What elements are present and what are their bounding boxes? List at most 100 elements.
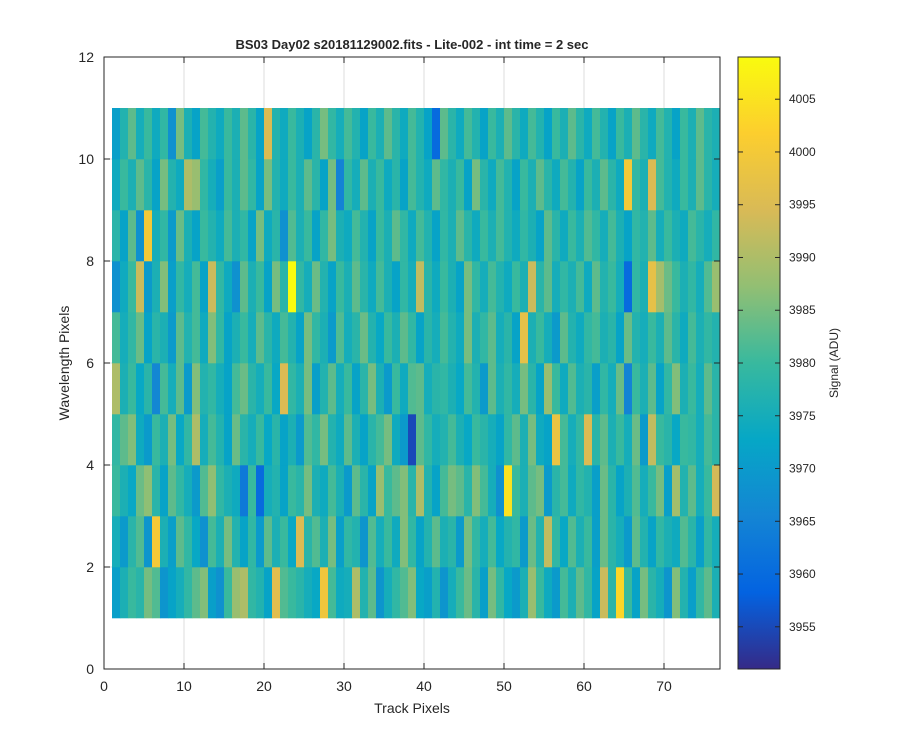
heatmap-cell [120, 465, 129, 517]
heatmap-cell [520, 312, 529, 364]
heatmap-cell [184, 567, 193, 619]
heatmap-cell [512, 210, 521, 262]
heatmap-cell [160, 567, 169, 619]
heatmap-cell [512, 567, 521, 619]
colorbar-tick-label: 3995 [789, 198, 816, 212]
heatmap-cell [456, 312, 465, 364]
heatmap-cell [488, 108, 497, 160]
heatmap-cell [496, 465, 505, 517]
heatmap-cell [336, 567, 345, 619]
heatmap-cell [688, 465, 697, 517]
heatmap-cell [480, 312, 489, 364]
heatmap-cell [112, 516, 121, 568]
heatmap-cell [304, 567, 313, 619]
heatmap-cell [568, 312, 577, 364]
heatmap-cell [456, 516, 465, 568]
heatmap-cell [352, 414, 361, 466]
colorbar-label: Signal (ADU) [827, 328, 841, 398]
heatmap-cell [176, 261, 185, 313]
heatmap-cell [120, 516, 129, 568]
heatmap-cell [696, 567, 705, 619]
heatmap-cell [152, 363, 161, 415]
heatmap-cell [584, 210, 593, 262]
heatmap-cell [240, 210, 249, 262]
heatmap-cell [368, 516, 377, 568]
heatmap-cell [376, 363, 385, 415]
heatmap-cell [464, 567, 473, 619]
heatmap-cell [312, 567, 321, 619]
colorbar-scale [737, 56, 781, 670]
heatmap-cell [552, 465, 561, 517]
heatmap-cell [480, 261, 489, 313]
heatmap-cell [520, 414, 529, 466]
heatmap-cell [456, 261, 465, 313]
heatmap-cell [600, 210, 609, 262]
heatmap-cell [216, 363, 225, 415]
heatmap-cell [136, 465, 145, 517]
heatmap-cell [544, 465, 553, 517]
heatmap-cell [592, 108, 601, 160]
heatmap-cell [480, 363, 489, 415]
heatmap-cell [280, 210, 289, 262]
heatmap-cell [560, 567, 569, 619]
heatmap-cell [320, 312, 329, 364]
heatmap-cell [560, 465, 569, 517]
heatmap-cell [464, 261, 473, 313]
heatmap-cell [280, 108, 289, 160]
heatmap-cell [320, 567, 329, 619]
heatmap-cell [112, 261, 121, 313]
colorbar-tick-label: 3985 [789, 303, 816, 317]
heatmap-cell [296, 363, 305, 415]
heatmap-cell [200, 465, 209, 517]
heatmap-cell [704, 363, 713, 415]
heatmap-cell [544, 363, 553, 415]
heatmap-cell [288, 108, 297, 160]
y-tick-label: 8 [86, 253, 94, 269]
heatmap-cell [432, 414, 441, 466]
heatmap-cell [544, 414, 553, 466]
heatmap-cell [704, 516, 713, 568]
y-tick-label: 2 [86, 559, 94, 575]
heatmap-cell [568, 465, 577, 517]
heatmap-cell [560, 108, 569, 160]
heatmap-cell [168, 414, 177, 466]
heatmap-cell [448, 261, 457, 313]
heatmap-cell [648, 159, 657, 211]
heatmap-cell [320, 516, 329, 568]
heatmap-cell [392, 159, 401, 211]
heatmap-cell [552, 414, 561, 466]
heatmap-cell [472, 312, 481, 364]
heatmap-cell [600, 414, 609, 466]
heatmap-cell [632, 261, 641, 313]
heatmap-cell [328, 516, 337, 568]
heatmap-cell [224, 261, 233, 313]
heatmap-cell [400, 159, 409, 211]
heatmap-cell [344, 210, 353, 262]
heatmap-cell [152, 414, 161, 466]
heatmap-cell [256, 516, 265, 568]
heatmap-cell [152, 159, 161, 211]
y-tick-label: 4 [86, 457, 94, 473]
heatmap-cell [336, 108, 345, 160]
heatmap-cell [152, 210, 161, 262]
heatmap-cell [352, 210, 361, 262]
heatmap-cell [216, 261, 225, 313]
heatmap-cell [208, 465, 217, 517]
colorbar-ticks: 3955 3960 3965 3970 3975 3980 3985 3990 3995 4000… [738, 92, 816, 634]
heatmap-cell [520, 567, 529, 619]
heatmap-cell [576, 567, 585, 619]
heatmap-cell [320, 465, 329, 517]
heatmap-cell [184, 414, 193, 466]
heatmap-cell [688, 159, 697, 211]
heatmap-cell [704, 465, 713, 517]
heatmap-cell [152, 567, 161, 619]
heatmap-cell [536, 567, 545, 619]
heatmap-cell [592, 261, 601, 313]
heatmap-cell [280, 414, 289, 466]
heatmap-cell [696, 159, 705, 211]
heatmap-cell [144, 414, 153, 466]
heatmap-cell [472, 108, 481, 160]
heatmap-cell [600, 465, 609, 517]
heatmap-cell [672, 261, 681, 313]
heatmap-cell [648, 210, 657, 262]
